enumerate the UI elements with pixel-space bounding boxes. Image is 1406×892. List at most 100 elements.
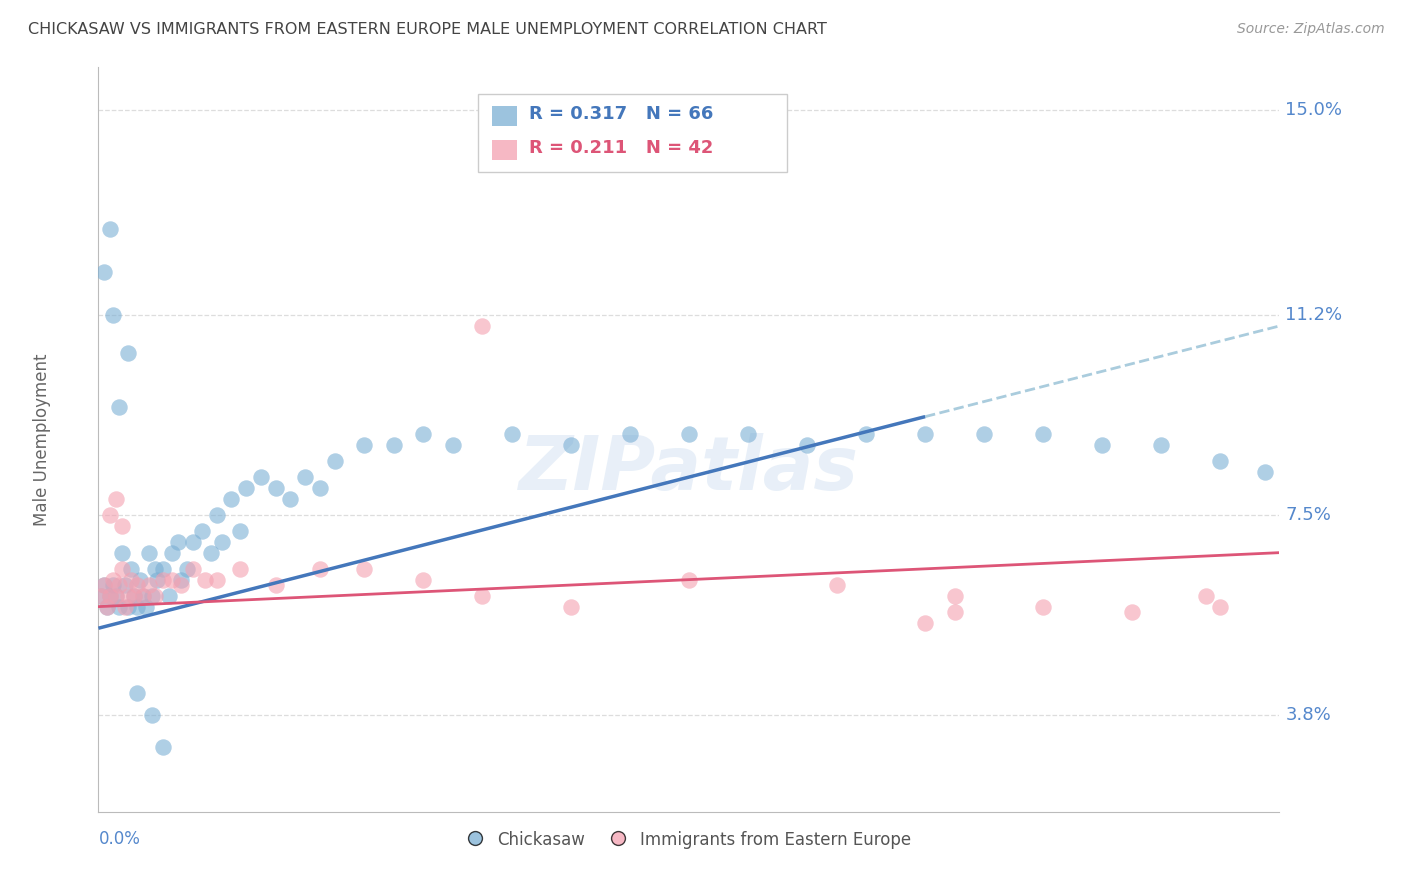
Point xyxy=(167,534,190,549)
Point xyxy=(250,470,273,484)
Point xyxy=(96,599,118,614)
Point xyxy=(737,426,759,441)
Point xyxy=(309,481,332,495)
Text: 15.0%: 15.0% xyxy=(1285,101,1343,119)
Point xyxy=(122,589,145,603)
Point xyxy=(143,562,166,576)
Point xyxy=(120,573,142,587)
Point xyxy=(93,578,115,592)
Text: Male Unemployment: Male Unemployment xyxy=(32,353,51,525)
Point xyxy=(117,589,139,603)
Point xyxy=(93,265,115,279)
Text: Source: ZipAtlas.com: Source: ZipAtlas.com xyxy=(1237,22,1385,37)
Point xyxy=(1209,599,1232,614)
Point xyxy=(1032,426,1054,441)
Point xyxy=(1032,599,1054,614)
Point xyxy=(294,470,316,484)
Point xyxy=(108,599,131,614)
Point xyxy=(191,524,214,538)
Point xyxy=(90,589,112,603)
Point xyxy=(105,491,128,506)
Point xyxy=(152,739,174,754)
Point xyxy=(98,508,121,522)
Point xyxy=(157,589,180,603)
Point xyxy=(560,438,582,452)
Point xyxy=(152,562,174,576)
Point xyxy=(1209,454,1232,468)
Point xyxy=(170,578,193,592)
Point xyxy=(181,534,204,549)
Point xyxy=(152,573,174,587)
Point xyxy=(128,573,150,587)
Point xyxy=(103,573,125,587)
Point xyxy=(619,426,641,441)
Point xyxy=(678,573,700,587)
Point xyxy=(105,589,128,603)
Point xyxy=(176,562,198,576)
Point xyxy=(264,481,287,495)
Point xyxy=(117,346,139,360)
Point xyxy=(323,454,346,468)
Point xyxy=(796,438,818,452)
Point xyxy=(138,578,160,592)
Point xyxy=(114,578,136,592)
Point xyxy=(309,562,332,576)
Text: R = 0.211   N = 42: R = 0.211 N = 42 xyxy=(529,139,713,157)
Point xyxy=(132,589,155,603)
Point xyxy=(943,605,966,619)
Text: 0.0%: 0.0% xyxy=(98,830,141,848)
Point xyxy=(105,589,128,603)
Point xyxy=(205,573,228,587)
Point xyxy=(111,546,134,560)
Point xyxy=(441,438,464,452)
Point xyxy=(229,524,252,538)
Point xyxy=(111,518,134,533)
Point xyxy=(125,686,148,700)
Point xyxy=(560,599,582,614)
Point xyxy=(1121,605,1143,619)
Point xyxy=(471,589,494,603)
Point xyxy=(98,589,121,603)
Point xyxy=(221,491,243,506)
Text: 11.2%: 11.2% xyxy=(1285,306,1343,324)
Point xyxy=(914,615,936,630)
Point xyxy=(194,573,217,587)
Point xyxy=(1091,438,1114,452)
Point xyxy=(96,599,118,614)
Point xyxy=(229,562,252,576)
Point xyxy=(122,589,145,603)
Point xyxy=(143,589,166,603)
Text: R = 0.317   N = 66: R = 0.317 N = 66 xyxy=(529,105,713,123)
Point xyxy=(353,562,375,576)
Point xyxy=(141,707,163,722)
Point xyxy=(1195,589,1218,603)
Point xyxy=(943,589,966,603)
Point xyxy=(353,438,375,452)
Point xyxy=(125,578,148,592)
Point xyxy=(855,426,877,441)
Point xyxy=(90,589,112,603)
Point xyxy=(200,546,222,560)
Point xyxy=(120,562,142,576)
Point xyxy=(98,222,121,236)
Point xyxy=(103,308,125,322)
Text: ZIPatlas: ZIPatlas xyxy=(519,433,859,506)
Point xyxy=(678,426,700,441)
Point xyxy=(825,578,848,592)
Point xyxy=(412,426,434,441)
Point xyxy=(205,508,228,522)
Point xyxy=(181,562,204,576)
Text: 3.8%: 3.8% xyxy=(1285,706,1331,723)
Point xyxy=(235,481,257,495)
Point xyxy=(170,573,193,587)
Point xyxy=(1254,465,1277,479)
Point xyxy=(162,573,183,587)
Point xyxy=(93,578,115,592)
Point xyxy=(125,599,148,614)
Point xyxy=(111,562,134,576)
Point xyxy=(108,578,131,592)
Point xyxy=(117,599,139,614)
Point xyxy=(98,589,121,603)
Point xyxy=(382,438,405,452)
Point xyxy=(501,426,523,441)
